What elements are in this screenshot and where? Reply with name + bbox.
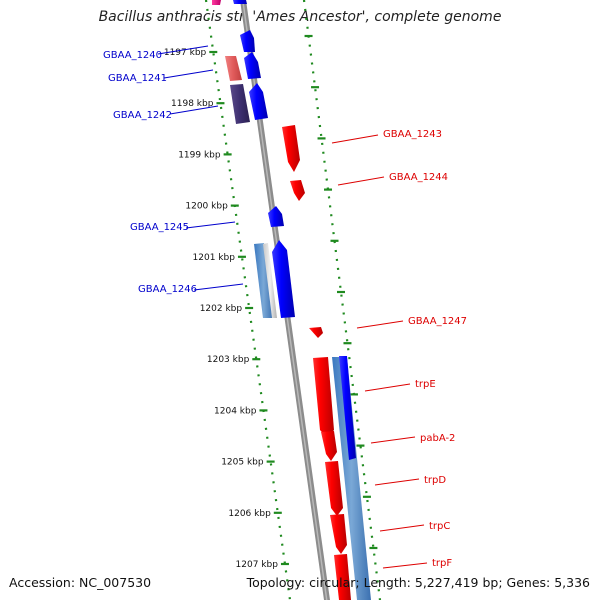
gene-feature-gbaa-1242 [249,83,268,120]
tick-label: 1203 kbp [207,355,250,365]
gene-feature-gbaa-1247 [309,327,323,338]
inner-tick-rail [204,0,292,600]
gene-label: trpD [424,475,446,486]
gene-leader-line [382,562,428,569]
gene-label: GBAA_1242 [113,110,172,121]
gene-feature-gbaa-1246 [272,240,295,318]
tick-label: 1206 kbp [228,509,271,519]
gene-label: pabA-2 [420,433,455,444]
tick-rails [204,0,382,600]
gene-feature-trpc [330,514,347,554]
gene-leader-line [374,478,420,486]
gene-feature-trpe [313,357,334,438]
tick-label: 1200 kbp [185,202,228,212]
tick-label: 1207 kbp [236,560,279,570]
outer-tick-rail [302,0,382,600]
gene-labels: GBAA_1240 GBAA_1241 GBAA_1242 GBAA_1243 GBAA… [103,45,467,569]
gene-feature-gbaa-1242-purple [230,84,250,124]
tick-label: 1197 kbp [164,48,207,58]
gene-label: GBAA_1240 [103,50,162,61]
gene-feature-gbaa-1246-grey [263,243,277,318]
tick-label: 1205 kbp [221,458,264,468]
gene-leader-line [364,383,411,392]
genome-summary: Topology: circular; Length: 5,227,419 bp… [246,575,590,590]
gene-leader-line [337,176,385,186]
gene-feature-gbaa-1244 [290,180,305,201]
tick-label: 1201 kbp [193,253,236,263]
outer-tick-marks [304,34,378,550]
gene-feature-gbaa-1243 [282,125,300,172]
gene-leader-line [370,436,416,444]
gene-label: trpF [432,558,452,569]
tick-label: 1199 kbp [178,150,221,160]
gene-label: GBAA_1243 [383,129,442,140]
gene-features [212,0,371,600]
gene-label: GBAA_1241 [108,73,167,84]
gene-label: trpC [429,521,450,532]
gene-label: GBAA_1245 [130,222,189,233]
gene-leader-line [169,105,219,115]
gene-feature-gbaa-1241-pink [225,56,242,81]
gene-feature-gbaa-1245 [268,206,284,227]
gene-label: GBAA_1247 [408,316,467,327]
gene-leader-line [163,69,214,79]
gene-leader-line [193,283,244,291]
map-title: Bacillus anthracis str. 'Ames Ancestor',… [98,9,502,25]
gene-label: trpE [415,379,436,390]
gene-feature-steel-track [332,357,371,600]
gene-feature-trpd [325,461,343,516]
gene-feature-blue-top [233,0,247,4]
gene-feature-gbaa-1240 [240,30,255,52]
accession-label: Accession: NC_007530 [9,575,152,590]
gene-feature-trpf [334,554,351,600]
gene-label: GBAA_1246 [138,284,197,295]
gene-feature-blue-track [339,356,356,460]
gene-leader-line [379,524,425,532]
tick-label: 1202 kbp [200,304,243,314]
gene-label: GBAA_1244 [389,172,448,183]
tick-label: 1198 kbp [171,99,214,109]
tick-label: 1204 kbp [214,406,257,416]
gene-feature-gbaa-1241 [244,52,261,79]
gene-feature-paba-2 [321,431,337,461]
tick-marks: 1197 kbp 1198 kbp 1199 kbp 1200 kbp 1201 kbp… [164,48,289,570]
gene-feature-gbaa-1246-steel [254,243,273,318]
gene-leader-line [331,134,379,144]
gene-leader-line [356,320,404,329]
gene-feature-magenta-top [212,0,221,5]
gene-leader-line [185,221,236,229]
gene-leader-line [157,45,209,55]
